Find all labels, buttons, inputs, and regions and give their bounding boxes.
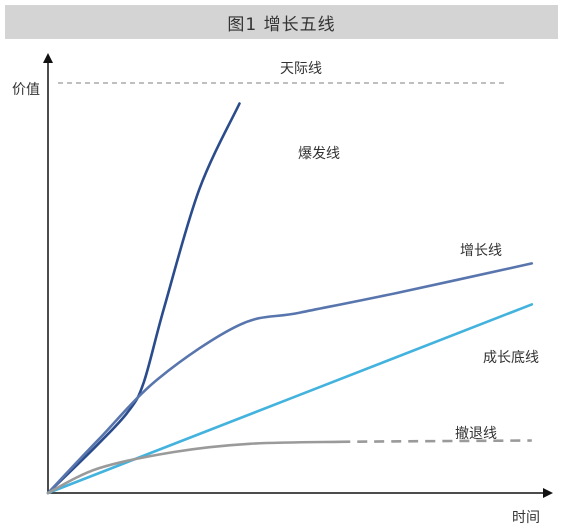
series-line-growth-baseline (46, 303, 534, 495)
series-label-burst: 爆发线 (298, 146, 340, 162)
series-line-growth (46, 262, 534, 495)
x-axis-label: 时间 (512, 510, 540, 526)
series-label-growth: 增长线 (460, 243, 502, 259)
series-line-burst (46, 102, 241, 495)
series-line-retreat-dashed (340, 439, 532, 444)
y-axis-label: 价值 (12, 82, 40, 98)
series-label-retreat: 撤退线 (455, 426, 497, 442)
skyline-label: 天际线 (280, 61, 322, 77)
chart-title-bar: 图1 增长五线 (5, 5, 558, 39)
series-label-growth-baseline: 成长底线 (483, 350, 539, 366)
series-line-retreat (46, 440, 342, 495)
chart-title: 图1 增长五线 (227, 14, 336, 35)
